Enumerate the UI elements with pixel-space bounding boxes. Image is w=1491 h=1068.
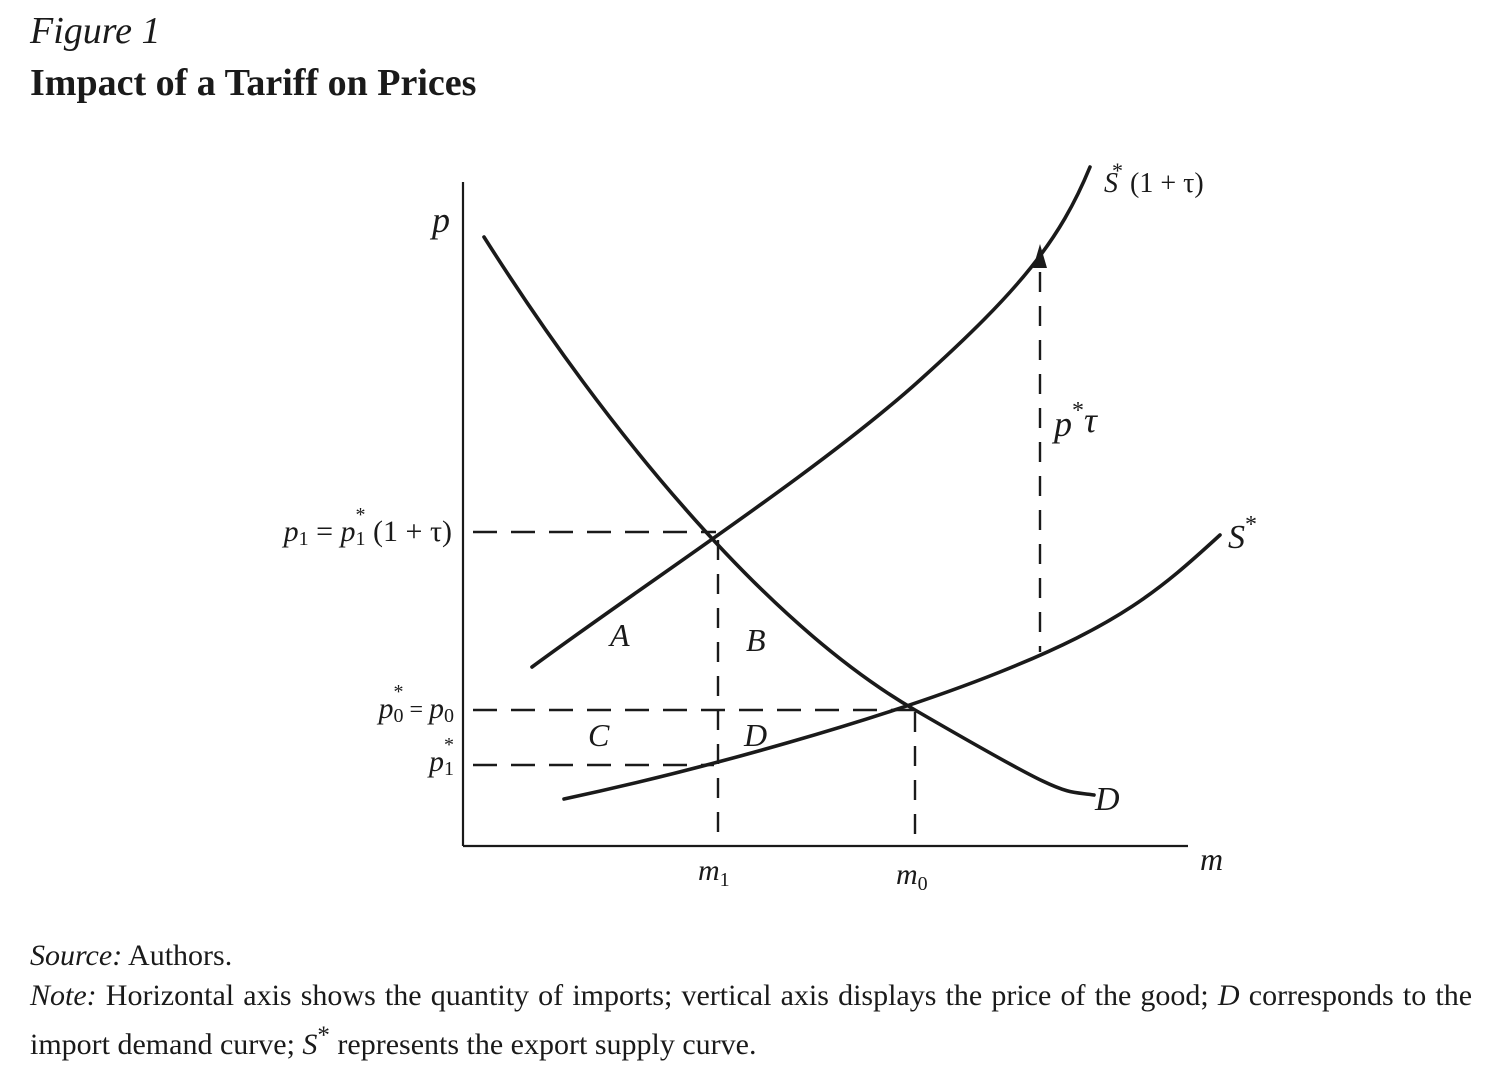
region-b-label: B <box>746 622 766 658</box>
y-tick-pstar1: p1* <box>427 734 454 780</box>
note-line: Note: Horizontal axis shows the quantity… <box>30 976 1472 1065</box>
source-text: Authors. <box>122 939 232 972</box>
y-tick-p1: p1 = p1* (1 + τ) <box>282 504 452 550</box>
tariff-wedge-label: p*τ <box>1051 398 1098 444</box>
supply-label: S* <box>1228 512 1257 556</box>
source-line: Source: Authors. <box>30 936 1472 976</box>
x-axis-label: m <box>1200 841 1223 877</box>
figure-caption: Source: Authors. Note: Horizontal axis s… <box>30 936 1472 1065</box>
note-demand-symbol: D <box>1218 979 1240 1012</box>
note-text-1: Horizontal axis shows the quantity of im… <box>97 979 1218 1012</box>
source-label: Source: <box>30 939 122 972</box>
note-label: Note: <box>30 979 97 1012</box>
region-a-label: A <box>608 617 630 653</box>
note-supply-symbol: S <box>302 1028 317 1061</box>
x-tick-m0: m0 <box>896 858 928 895</box>
y-tick-p0: p0* = p0 <box>376 681 454 727</box>
note-supply-star: * <box>317 1022 330 1049</box>
region-d-label: D <box>743 717 767 753</box>
note-text-3: represents the export supply curve. <box>330 1028 757 1061</box>
x-tick-m1: m1 <box>698 854 730 891</box>
tariff-supply-curve <box>532 167 1090 667</box>
demand-label: D <box>1094 781 1120 818</box>
y-axis-label: p <box>429 200 450 240</box>
tariff-supply-label: S* (1 + τ) <box>1104 158 1204 199</box>
demand-curve <box>484 237 1094 795</box>
region-c-label: C <box>588 717 610 753</box>
